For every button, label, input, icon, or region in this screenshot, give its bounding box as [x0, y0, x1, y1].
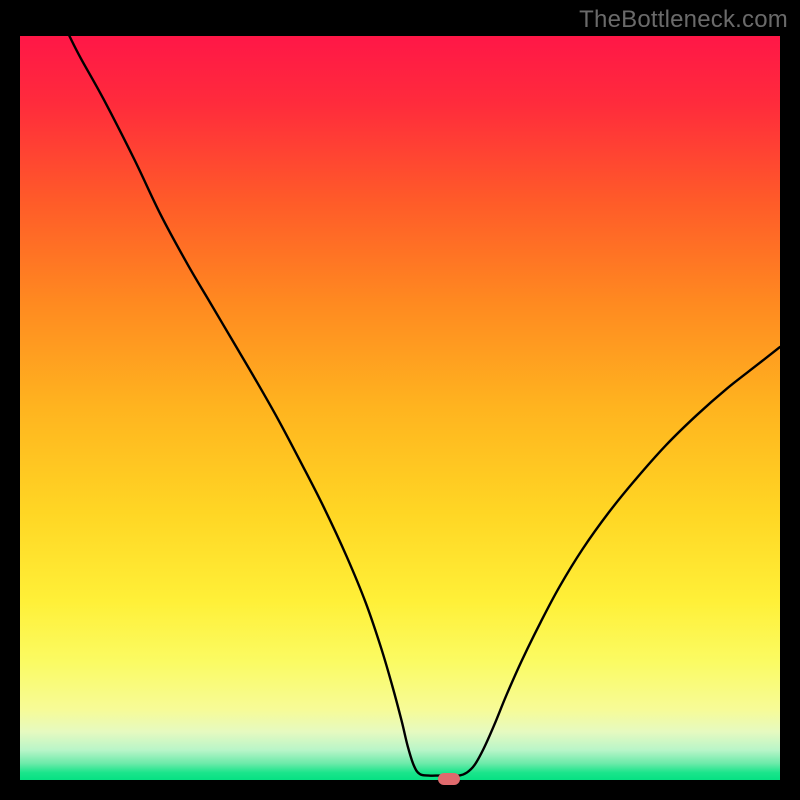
- bottleneck-curve-plot: [0, 0, 800, 800]
- plot-background-gradient: [20, 36, 780, 780]
- optimal-point-marker: [438, 773, 460, 785]
- chart-frame: TheBottleneck.com: [0, 0, 800, 800]
